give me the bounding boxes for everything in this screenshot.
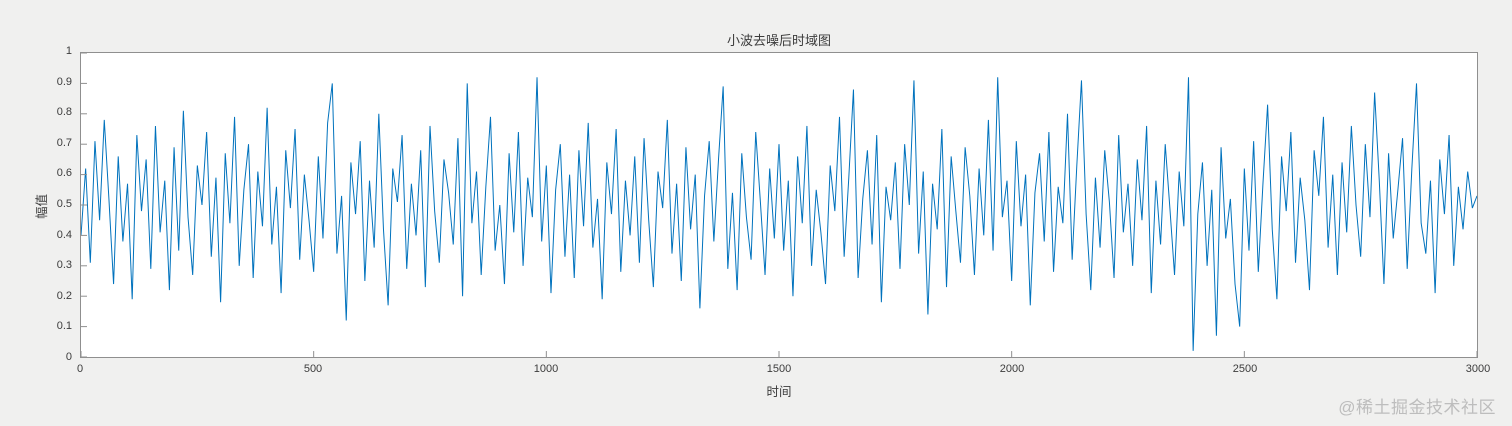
x-tick-label: 500	[303, 363, 323, 375]
y-tick-label: 0.1	[56, 320, 72, 333]
x-axis-label: 时间	[766, 385, 792, 399]
x-tick-label: 1000	[533, 363, 559, 375]
x-tick-label: 3000	[1465, 363, 1491, 375]
watermark-text: @稀土掘金技术社区	[1338, 398, 1496, 417]
y-tick-label: 0.5	[56, 198, 72, 210]
x-tick-label: 2500	[1232, 363, 1258, 375]
plot-svg	[81, 53, 1477, 357]
x-tick-label: 1500	[766, 363, 792, 375]
y-tick-label: 0.7	[56, 136, 72, 149]
y-tick-label: 0.9	[56, 75, 72, 88]
plot-area	[80, 52, 1478, 358]
y-axis-label: 幅值	[35, 193, 50, 220]
x-tick-label: 2000	[999, 363, 1025, 375]
x-tick-label: 0	[76, 363, 84, 375]
y-tick-label: 0.4	[56, 228, 72, 241]
y-tick-label: 0.2	[56, 289, 72, 302]
y-tick-label: 1	[65, 45, 72, 57]
y-tick-label: 0	[65, 351, 72, 363]
y-tick-label: 0.6	[56, 167, 72, 180]
signal-line	[81, 77, 1477, 351]
y-tick-label: 0.8	[56, 106, 72, 119]
chart-title: 小波去噪后时域图	[726, 33, 831, 48]
y-tick-label: 0.3	[56, 259, 72, 272]
